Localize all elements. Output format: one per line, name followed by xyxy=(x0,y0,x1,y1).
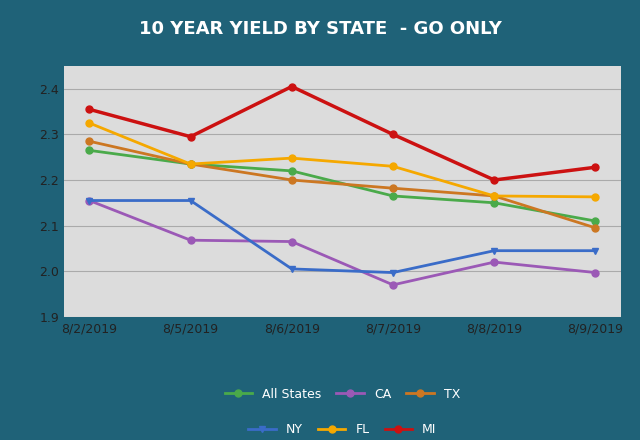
MI xyxy=(86,106,93,112)
Line: FL: FL xyxy=(86,120,599,200)
MI xyxy=(490,177,498,183)
Line: TX: TX xyxy=(86,138,599,231)
MI xyxy=(389,132,397,137)
CA xyxy=(591,270,599,275)
Line: CA: CA xyxy=(86,197,599,288)
All States xyxy=(389,193,397,198)
FL xyxy=(490,193,498,198)
FL xyxy=(288,155,296,161)
MI xyxy=(288,84,296,89)
FL xyxy=(389,164,397,169)
MI xyxy=(591,165,599,170)
CA xyxy=(288,239,296,244)
Line: All States: All States xyxy=(86,147,599,224)
CA xyxy=(187,238,195,243)
TX xyxy=(86,139,93,144)
TX xyxy=(288,177,296,183)
All States xyxy=(591,218,599,224)
NY xyxy=(490,248,498,253)
CA xyxy=(86,198,93,203)
NY xyxy=(288,266,296,271)
FL xyxy=(591,194,599,199)
Legend: NY, FL, MI: NY, FL, MI xyxy=(243,418,442,440)
Text: 10 YEAR YIELD BY STATE  - GO ONLY: 10 YEAR YIELD BY STATE - GO ONLY xyxy=(139,20,501,37)
CA xyxy=(490,260,498,265)
TX xyxy=(591,225,599,231)
Line: MI: MI xyxy=(86,83,599,183)
MI xyxy=(187,134,195,139)
NY xyxy=(389,270,397,275)
TX xyxy=(490,193,498,198)
CA xyxy=(389,282,397,287)
FL xyxy=(86,121,93,126)
TX xyxy=(389,186,397,191)
All States xyxy=(187,161,195,167)
NY xyxy=(591,248,599,253)
NY xyxy=(187,198,195,203)
Line: NY: NY xyxy=(86,197,599,276)
TX xyxy=(187,161,195,167)
All States xyxy=(490,200,498,205)
All States xyxy=(288,168,296,173)
FL xyxy=(187,161,195,167)
All States xyxy=(86,148,93,153)
NY xyxy=(86,198,93,203)
